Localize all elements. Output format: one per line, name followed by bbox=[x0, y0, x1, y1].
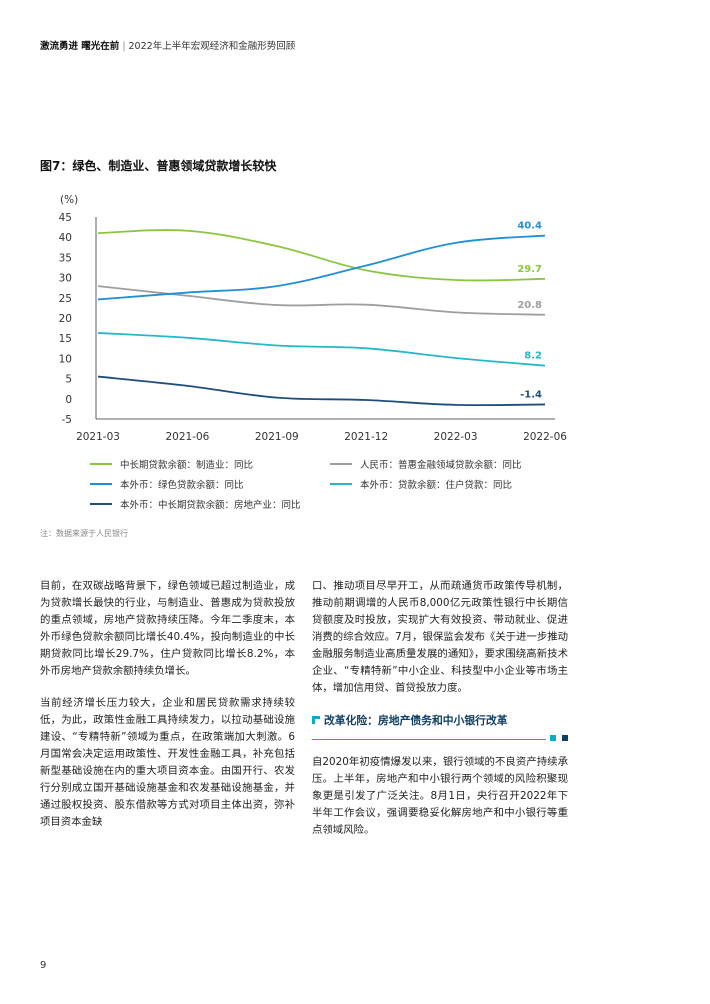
y-tick-label: -5 bbox=[62, 414, 72, 426]
x-tick-label: 2021-06 bbox=[165, 431, 209, 443]
x-tick-label: 2021-12 bbox=[344, 431, 388, 443]
square-dot-icon bbox=[550, 735, 556, 741]
section-heading: 改革化险：房地产债务和中小银行改革 bbox=[312, 712, 568, 746]
body-paragraph: 口、推动项目尽早开工，从而疏通货币政策传导机制，推动前期调增的人民币8,000亿… bbox=[312, 580, 568, 694]
y-tick-label: 20 bbox=[59, 313, 72, 325]
y-tick-label: 25 bbox=[59, 293, 72, 305]
figure-title: 图7：绿色、制造业、普惠领域贷款增长较快 bbox=[40, 159, 277, 173]
legend-entry: 本外币：贷款余额：住户贷款：同比 bbox=[360, 479, 512, 491]
figure-note: 注：数据来源于人民银行 bbox=[40, 529, 128, 538]
x-tick-label: 2022-03 bbox=[434, 431, 478, 443]
page-header: 激流勇进 曙光在前 | 2022年上半年宏观经济和金融形势回顾 bbox=[40, 38, 295, 52]
legend-entry: 本外币：绿色贷款余额：同比 bbox=[120, 479, 244, 491]
y-tick-label: 15 bbox=[59, 333, 72, 345]
data-label: 20.8 bbox=[517, 300, 542, 311]
y-tick-label: 35 bbox=[59, 252, 72, 264]
legend-entry: 本外币：中长期贷款余额：房地产业：同比 bbox=[120, 499, 301, 511]
series-line-3 bbox=[97, 234, 546, 301]
body-paragraph: 目前，在双碳战略背景下，绿色领域已超过制造业，成为贷款增长最快的行业，与制造业、… bbox=[40, 580, 295, 677]
y-tick-label: 5 bbox=[65, 374, 72, 386]
header-separator: | bbox=[122, 41, 126, 52]
legend-entry: 人民币：普惠金融领域贷款余额：同比 bbox=[360, 459, 522, 471]
y-tick-label: 45 bbox=[59, 212, 72, 224]
section-title: 改革化险：房地产债务和中小银行改革 bbox=[324, 714, 508, 727]
data-label: 8.2 bbox=[524, 351, 542, 362]
square-dot-icon bbox=[562, 735, 568, 741]
body-paragraph: 当前经济增长压力较大，企业和居民贷款需求持续较低，为此，政策性金融工具持续发力，… bbox=[40, 697, 295, 828]
data-label: 29.7 bbox=[517, 264, 542, 275]
y-tick-label: 10 bbox=[59, 353, 72, 365]
header-title: 激流勇进 曙光在前 bbox=[40, 41, 120, 52]
body-paragraph: 自2020年初疫情爆发以来，银行领域的不良资产持续承压。上半年，房地产和中小银行… bbox=[312, 756, 568, 836]
y-axis-unit-label: (%) bbox=[60, 194, 78, 206]
page-number: 9 bbox=[40, 960, 47, 971]
left-column: 目前，在双碳战略背景下，绿色领域已超过制造业，成为贷款增长最快的行业，与制造业、… bbox=[40, 578, 295, 846]
section-rule bbox=[312, 739, 546, 740]
data-label: -1.4 bbox=[520, 389, 542, 400]
y-tick-label: 0 bbox=[65, 394, 72, 406]
line-chart: (%) 45 40 35 30 25 20 15 10 5 0 -5 2021-03 2021-06 202… bbox=[59, 194, 568, 511]
x-tick-label: 2021-03 bbox=[76, 431, 120, 443]
y-tick-label: 30 bbox=[59, 273, 72, 285]
corner-bracket-icon bbox=[312, 716, 320, 724]
series-line-4 bbox=[97, 332, 546, 367]
series-line-2 bbox=[97, 285, 546, 316]
y-tick-label: 40 bbox=[59, 232, 72, 244]
data-label: 40.4 bbox=[517, 221, 542, 232]
x-tick-label: 2021-09 bbox=[255, 431, 299, 443]
series-line-1 bbox=[97, 229, 546, 282]
right-column: 口、推动项目尽早开工，从而疏通货币政策传导机制，推动前期调增的人民币8,000亿… bbox=[312, 578, 568, 854]
series-line-5 bbox=[97, 375, 546, 407]
x-tick-label: 2022-06 bbox=[523, 431, 567, 443]
legend-entry: 中长期贷款余额：制造业：同比 bbox=[120, 459, 253, 471]
header-subtitle: 2022年上半年宏观经济和金融形势回顾 bbox=[128, 41, 296, 52]
